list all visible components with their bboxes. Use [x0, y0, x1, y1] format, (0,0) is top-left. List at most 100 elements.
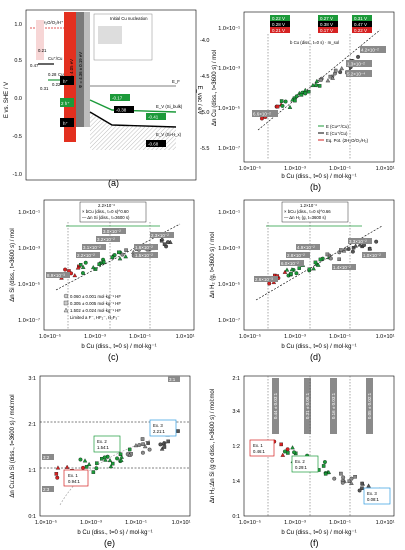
- a-e-0: -0.17: [112, 96, 123, 101]
- c-data-point: [75, 265, 81, 270]
- c-ytick-3: 1.0×10⁻⁷: [18, 317, 40, 324]
- c-xtick-0: 1.0×10⁻⁵: [39, 333, 61, 340]
- d-rbox-3: [280, 260, 304, 266]
- c-ratio-4: 2.2×10⁻²: [77, 253, 95, 258]
- f-data-point: [326, 469, 332, 474]
- d-rbox-5: [332, 264, 356, 270]
- f-vert-1: 0.31 ± 0.05:1: [305, 392, 310, 419]
- d-ratio-labels: 3.3×10⁻² 4.9×10⁻² 2.8×10⁻² 6.0×10⁻² 1.0×…: [254, 238, 386, 282]
- d-ratio-1: 4.9×10⁻²: [297, 245, 315, 250]
- c-rbox-6: [134, 244, 158, 250]
- f-vbox-1: [304, 378, 311, 434]
- d-data-point: [357, 242, 363, 247]
- c-legend-marker-0: [63, 293, 69, 299]
- b-box-1-1-text: 0.38 V: [320, 22, 333, 27]
- panel-c-frame: [43, 199, 195, 331]
- c-ylabel: Δn Si (diss., t=3600 s) / mol: [10, 228, 16, 302]
- c-xtick-3: 1.0×10¹: [176, 334, 195, 340]
- b-data-point: [275, 104, 280, 109]
- b-ratio-box-1: [360, 46, 386, 53]
- d-ratio-5: 1.4×10⁻²: [333, 265, 351, 270]
- c-ratio-0: 2.3×10⁻²: [151, 233, 169, 238]
- d-ratio-4: 1.0×10⁻²: [363, 253, 381, 258]
- f-ex3-box: [363, 487, 391, 505]
- e-ref-box-0: [168, 376, 180, 382]
- e-ex1: Ex. 1 0.94:1: [68, 473, 81, 484]
- e-ref-box-3: [42, 454, 54, 460]
- b-annotation: b Cu (diss., t=0 s) · m_sol: [290, 40, 339, 45]
- d-data-point: [374, 239, 379, 244]
- c-ratio-labels: 2.3×10⁻² 3.0×10⁻² 3.2×10⁻² 3.1×10⁻² 2.2×…: [46, 228, 174, 278]
- e-xtick-1: 1.0×10⁻³: [80, 520, 102, 526]
- c-data-point: [102, 260, 106, 265]
- a-o2-column: [36, 20, 44, 60]
- b-data-point: [283, 99, 288, 104]
- c-data-point: [117, 256, 123, 261]
- e-data-point: [81, 465, 85, 470]
- d-xtick-3: 1.0×10¹: [376, 334, 395, 340]
- b-legend-1: E (Cu⁺/Cu): [326, 131, 348, 136]
- d-data-point: [289, 272, 293, 276]
- e-ytick-2: 1:1: [28, 468, 36, 474]
- c-data-point: [80, 271, 85, 276]
- e-data-point: [84, 465, 89, 469]
- e-ex2: Ex. 2 1.54:1: [97, 439, 110, 450]
- b-data-point: [310, 82, 316, 87]
- d-data-point: [307, 267, 312, 272]
- c-rbox-0: [150, 232, 174, 238]
- d-ytick-1: 1.0×10⁻³: [218, 246, 240, 252]
- b-ratio-2: 1.3×10⁻²: [347, 62, 365, 67]
- d-data-point: [318, 257, 323, 262]
- e-data-point: [141, 442, 145, 446]
- c-data-point: [166, 240, 170, 245]
- d-ratio-0: 3.3×10⁻²: [349, 239, 367, 244]
- d-data-point: [289, 267, 295, 272]
- c-ratio-3: 3.1×10⁻²: [83, 245, 101, 250]
- c-fit-1: 2.2×10⁻²: [98, 203, 116, 208]
- d-data-point: [316, 262, 321, 267]
- c-data-point: [120, 252, 125, 257]
- a-hole-0: [60, 76, 74, 85]
- e-data-point: [147, 447, 152, 452]
- d-xtick-0: 1.0×10⁻⁵: [239, 333, 261, 340]
- b-xlabel: b Cu (diss., t=0 s) / mol·kg⁻¹: [281, 174, 356, 180]
- e-ref-3: 3:2: [43, 455, 50, 460]
- c-data-point: [91, 265, 96, 270]
- b-ratio-3: 5.2×10⁻⁴: [347, 72, 365, 77]
- f-ytick-0: 2:1: [232, 376, 240, 382]
- d-data-point: [339, 248, 343, 252]
- f-ex1-box: [249, 439, 275, 457]
- b-xtick-1: 1.0×10⁻³: [284, 166, 306, 172]
- c-rbox-7: [134, 252, 158, 258]
- b-legend-0: E (Cu²⁺/Cu): [326, 124, 349, 129]
- c-legend-3: Limited a F⁻, HF₂⁻, H₂F₃⁻: [70, 315, 119, 320]
- b-data-point: [333, 68, 338, 73]
- d-data-point: [294, 271, 299, 276]
- c-legend: 0.060 ± 0.001 mol·kg⁻¹ HF 0.305 ± 0.005 …: [63, 293, 121, 320]
- a-ev-si-label: E_V (Si_bulk): [156, 104, 183, 109]
- panel-d-frame: [243, 199, 395, 331]
- f-data-point: [339, 471, 343, 476]
- a-cu1-value: 0.47: [30, 63, 39, 68]
- panel-f-label: (f): [310, 538, 319, 548]
- panel-a-yticks-right: -4.0 -4.5 -5.0 -5.5: [200, 38, 209, 152]
- d-data-point: [346, 247, 351, 251]
- panel-a: 1.0 0.5 0.0 -0.5 -1.0 E vs. SHE / V -4.0…: [4, 9, 209, 188]
- b-data-point: [294, 94, 299, 99]
- f-data-point: [282, 449, 287, 454]
- d-rbox-4: [362, 252, 386, 258]
- f-data-point: [349, 480, 354, 485]
- c-data-point: [63, 267, 68, 272]
- c-rbox-1: [102, 228, 126, 234]
- f-data-point: [279, 442, 283, 447]
- b-box-0-0: [270, 15, 290, 21]
- f-data-point: [357, 488, 362, 493]
- d-data-point: [313, 260, 318, 265]
- a-ev-sih-label: E_V (Si-H_x): [156, 132, 182, 137]
- e-xtick-2: 1.0×10⁻¹: [125, 520, 147, 526]
- b-data-point: [280, 103, 285, 108]
- f-data-point: [280, 452, 286, 457]
- e-data-point: [115, 456, 120, 461]
- f-xlabel: b Cu (diss., t=0 s) / mol·kg⁻¹: [281, 530, 356, 536]
- b-ratio-box-0: [252, 110, 278, 117]
